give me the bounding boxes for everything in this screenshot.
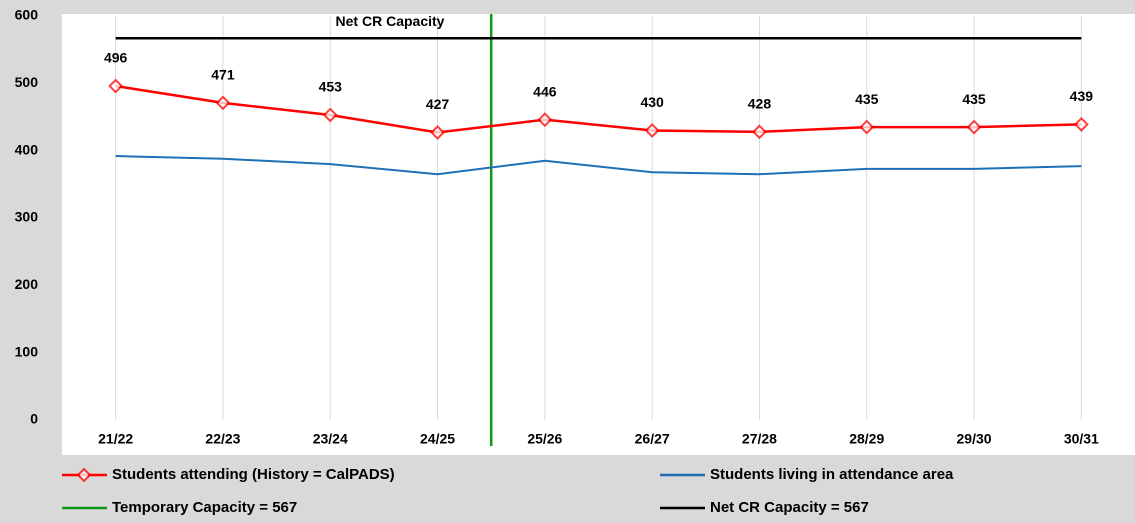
data-label: 427	[426, 96, 450, 112]
x-tick-label: 25/26	[527, 431, 562, 447]
y-tick-label: 200	[15, 276, 39, 292]
y-tick-label: 300	[15, 209, 39, 225]
marker	[322, 107, 338, 123]
x-tick-label: 23/24	[313, 431, 348, 447]
capacity-label: Net CR Capacity	[336, 13, 445, 29]
data-label: 496	[104, 50, 128, 66]
data-label: 430	[640, 94, 664, 110]
marker	[537, 112, 553, 128]
series-line	[115, 84, 1082, 134]
x-tick-label: 22/23	[205, 431, 240, 447]
y-tick-label: 100	[15, 343, 39, 359]
x-tick-label: 24/25	[420, 431, 455, 447]
data-label: 453	[319, 79, 343, 95]
x-tick-label: 26/27	[635, 431, 670, 447]
y-tick-label: 0	[30, 411, 38, 427]
data-label: 439	[1070, 88, 1094, 104]
y-tick-label: 500	[15, 74, 39, 90]
x-tick-label: 21/22	[98, 431, 133, 447]
legend-label: Students living in attendance area	[710, 466, 954, 483]
marker	[430, 125, 445, 140]
marker	[1073, 116, 1089, 132]
plot-area	[62, 14, 1135, 455]
x-tick-label: 28/29	[849, 431, 884, 447]
x-tick-label: 30/31	[1064, 431, 1099, 447]
legend-label: Students attending (History = CalPADS)	[112, 466, 395, 483]
y-tick-label: 400	[15, 141, 39, 157]
x-tick-label: 27/28	[742, 431, 777, 447]
x-tick-label: 29/30	[957, 431, 992, 447]
legend-marker	[76, 467, 92, 483]
legend-label: Net CR Capacity = 567	[710, 499, 869, 516]
marker	[859, 119, 875, 135]
data-label: 428	[748, 96, 772, 112]
data-label: 435	[855, 91, 879, 107]
y-tick-label: 600	[15, 7, 39, 23]
marker	[108, 78, 124, 94]
data-label: 446	[533, 83, 557, 99]
marker	[752, 124, 767, 140]
marker	[215, 95, 231, 111]
data-label: 471	[211, 67, 235, 83]
series-line	[115, 155, 1082, 176]
data-label: 435	[962, 91, 986, 107]
marker	[966, 119, 982, 135]
marker	[644, 123, 660, 138]
legend-label: Temporary Capacity = 567	[112, 499, 297, 516]
